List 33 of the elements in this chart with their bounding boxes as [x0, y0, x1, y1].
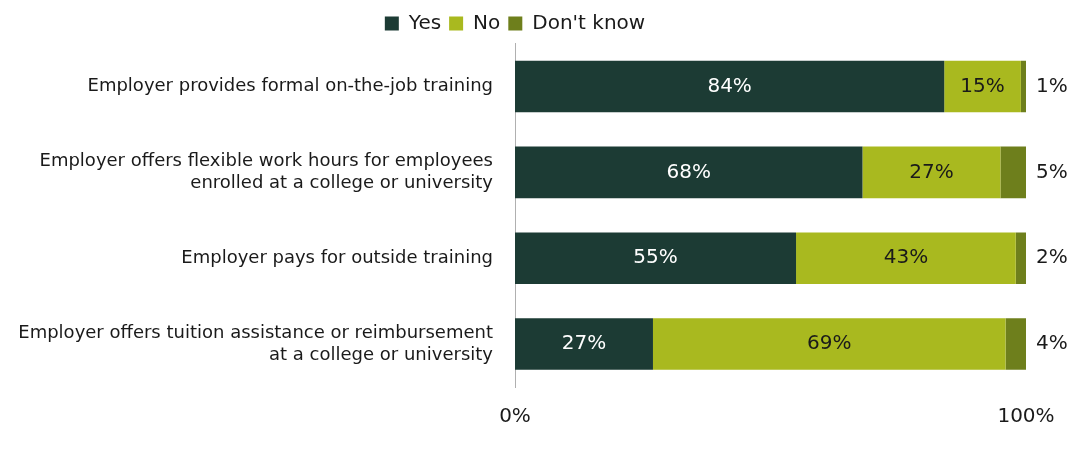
data-label: 84% — [707, 72, 752, 97]
legend-label: No — [473, 9, 501, 34]
bar — [515, 232, 797, 284]
data-label: 5% — [1036, 158, 1068, 183]
data-label: 1% — [1036, 72, 1068, 97]
data-label: 43% — [883, 244, 929, 269]
bar — [862, 146, 1001, 199]
bar — [515, 146, 863, 199]
data-label: 27% — [909, 158, 954, 183]
y-tick-label: Employer provides formal on-the-job training — [87, 74, 493, 96]
bar — [1015, 232, 1026, 284]
x-tick-label: 100% — [997, 403, 1055, 428]
data-label: 27% — [561, 330, 607, 355]
data-label: 69% — [807, 330, 852, 355]
data-label: 55% — [633, 244, 678, 269]
bar — [515, 60, 945, 113]
data-label: 68% — [666, 158, 711, 183]
legend-label: Yes — [407, 9, 442, 34]
data-label: 2% — [1036, 244, 1068, 269]
y-tick-label: Employer pays for outside training — [181, 245, 493, 267]
x-tick-label: 0% — [499, 403, 531, 428]
y-tick-label: Employer offers tuition assistance or reimbursement at a college or university — [18, 320, 494, 364]
bar — [1020, 60, 1026, 113]
data-label: 15% — [960, 72, 1005, 97]
bar — [652, 318, 1006, 370]
bar — [515, 318, 653, 370]
legend-label: Don't know — [532, 9, 646, 34]
y-tick-label: Employer offers flexible work hours for employees enrolled at a college or university — [39, 149, 494, 192]
data-label: 4% — [1036, 330, 1068, 355]
bar — [1000, 146, 1026, 199]
bar — [1005, 318, 1026, 370]
bar — [796, 232, 1016, 284]
bar — [944, 60, 1021, 113]
